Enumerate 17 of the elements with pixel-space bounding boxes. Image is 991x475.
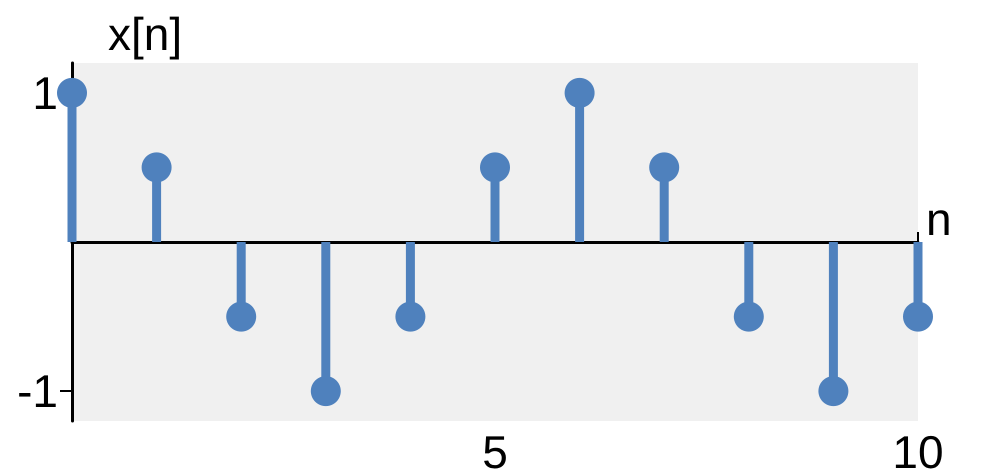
point xyxy=(564,78,595,108)
point xyxy=(818,376,848,406)
point xyxy=(310,376,341,406)
point xyxy=(480,152,510,182)
point xyxy=(142,152,172,182)
point xyxy=(226,302,256,332)
y-tick-label: 1 xyxy=(32,66,58,119)
point xyxy=(734,302,764,332)
y-axis-title: x[n] xyxy=(108,8,182,60)
y-tick-label: -1 xyxy=(17,365,58,418)
point xyxy=(649,152,680,182)
point xyxy=(57,78,87,108)
point xyxy=(903,302,933,332)
x-tick-label: 10 xyxy=(892,426,944,475)
x-tick-label: 5 xyxy=(482,426,508,475)
point xyxy=(395,302,426,332)
x-axis-title: n xyxy=(926,193,952,245)
